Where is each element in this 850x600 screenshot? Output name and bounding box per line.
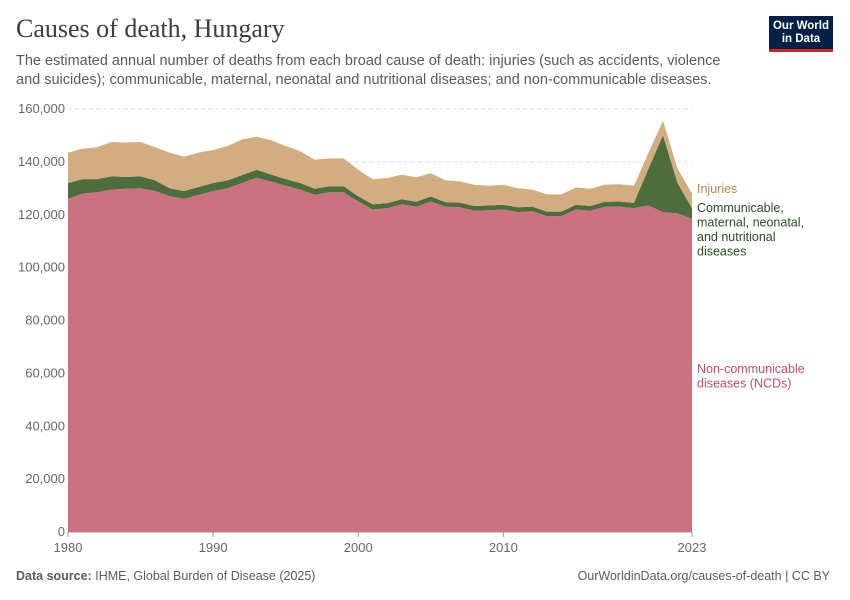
series-labels: Injuries Communicable, maternal, neonatal,… (697, 182, 805, 391)
y-tick-label: 140,000 (18, 154, 65, 169)
label-ncd: Non-communicable diseases (NCDs) (697, 362, 805, 391)
logo-line-1: Our World (772, 20, 829, 32)
chart-title: Causes of death, Hungary (16, 14, 285, 43)
area-series (68, 120, 692, 532)
x-tick-label: 1980 (54, 540, 83, 555)
label-injuries: Injuries (697, 182, 737, 196)
y-tick-label: 40,000 (25, 418, 65, 433)
y-tick-label: 20,000 (25, 471, 65, 486)
x-tick-label: 1990 (199, 540, 228, 555)
y-axis-ticks: 0 20,000 40,000 60,000 80,000 100,000 120,000 1… (18, 101, 65, 539)
x-tick-label: 2010 (489, 540, 518, 555)
x-tick-label: 2000 (344, 540, 373, 555)
chart-subtitle: The estimated annual number of deaths fr… (16, 53, 721, 88)
y-tick-label: 80,000 (25, 313, 65, 328)
x-tick-label: 2023 (678, 540, 707, 555)
y-tick-label: 0 (58, 524, 65, 539)
area-ncd[interactable] (68, 177, 692, 532)
data-source: Data source: IHME, Global Burden of Dise… (16, 569, 315, 583)
source-link[interactable]: OurWorldinData.org/causes-of-death | CC … (577, 569, 830, 583)
data-source-label: Data source: (16, 569, 92, 583)
y-tick-label: 120,000 (18, 207, 65, 222)
label-communicable: Communicable, maternal, neonatal, and nutr… (697, 201, 804, 259)
y-tick-label: 160,000 (18, 101, 65, 116)
y-tick-label: 60,000 (25, 365, 65, 380)
y-tick-label: 100,000 (18, 260, 65, 275)
data-source-text: IHME, Global Burden of Disease (2025) (95, 569, 316, 583)
x-axis-ticks: 1980 1990 2000 2010 2023 (54, 532, 707, 555)
logo-line-2: in Data (781, 33, 821, 45)
owid-logo[interactable]: Our World in Data (769, 16, 833, 52)
area-injuries[interactable] (68, 120, 692, 212)
